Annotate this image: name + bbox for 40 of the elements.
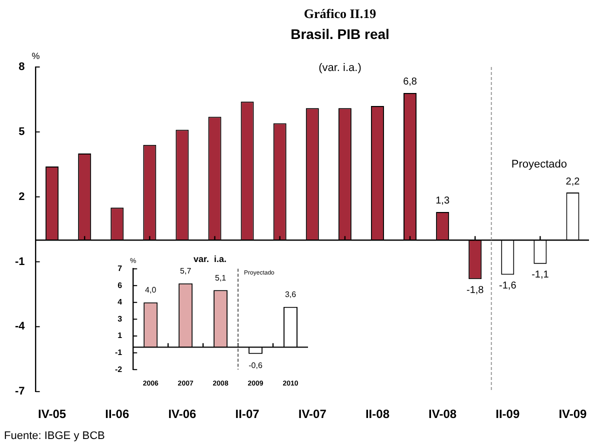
x-tick-label: IV-06 [168, 407, 197, 422]
x-tick-label: IV-08 [428, 407, 457, 422]
x-tick-label: II-08 [365, 407, 390, 422]
y-tick-label: -2 [114, 364, 123, 374]
data-label: -0,6 [248, 361, 263, 370]
data-label: 2,2 [566, 176, 580, 188]
data-label: 5,7 [180, 266, 192, 276]
y-axis-title: % [32, 50, 40, 61]
y-tick-label: 7 [118, 264, 123, 274]
data-label: -1,1 [532, 270, 550, 281]
data-label: -1,8 [466, 284, 484, 296]
x-tick-label: IV-09 [558, 407, 588, 422]
chart-subtitle: Brasil. PIB real [290, 26, 390, 42]
y-tick-label: -7 [15, 386, 25, 398]
y-tick-label: 1 [118, 331, 123, 340]
y-tick-label: 3 [118, 314, 123, 324]
x-tick-label: IV-07 [298, 407, 327, 422]
data-label: 5,1 [214, 273, 227, 282]
annotation: (var. i.a.) [318, 62, 362, 74]
data-label: -1,6 [499, 280, 517, 292]
y-tick-label: -1 [114, 348, 123, 358]
annotation: Proyectado [511, 158, 568, 170]
y-tick-label: 6 [118, 280, 123, 290]
source-note: Fuente: IBGE y BCB [4, 430, 105, 442]
x-tick-label: IV-05 [38, 407, 66, 422]
data-label: 3,6 [284, 290, 297, 300]
chart-title: Gráfico II.19 [302, 6, 378, 22]
chart-title: var. i.a. [193, 254, 227, 264]
data-label: 1,3 [436, 196, 450, 207]
data-label: 4,0 [145, 286, 157, 295]
y-tick-label: -4 [15, 320, 26, 333]
data-label: 6,8 [403, 76, 418, 88]
y-tick-label: 8 [18, 61, 25, 74]
x-tick-label: II-07 [235, 407, 260, 422]
y-tick-label: 4 [118, 298, 123, 307]
y-tick-label: 5 [18, 126, 25, 138]
y-tick-label: 2 [18, 190, 25, 203]
x-tick-label: II-09 [496, 407, 520, 422]
x-tick-label: II-06 [105, 407, 130, 422]
y-tick-label: -1 [15, 256, 25, 268]
